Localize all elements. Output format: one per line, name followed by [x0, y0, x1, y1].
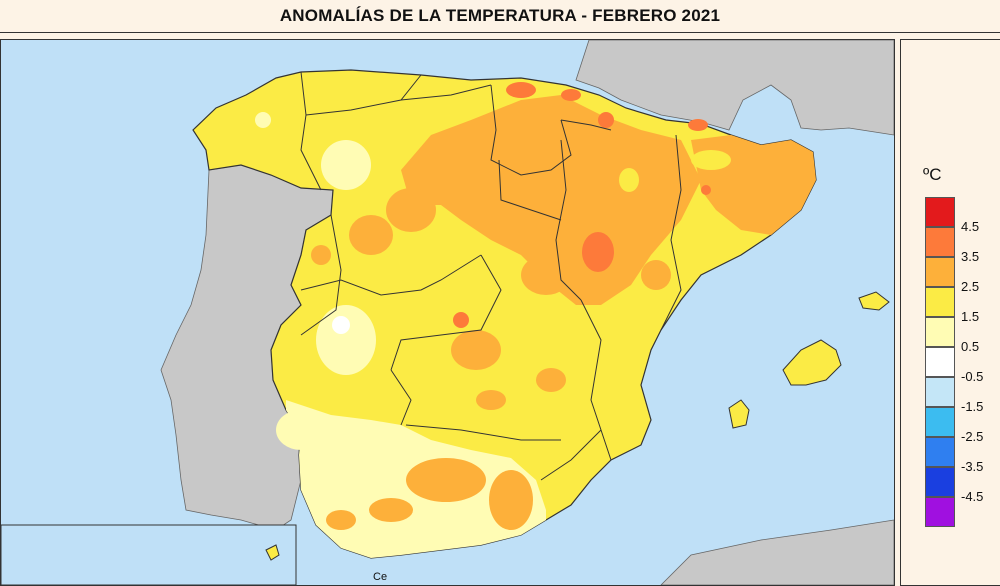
region-borders	[300, 71, 682, 481]
anomaly-patch	[326, 510, 356, 530]
anomaly-patch	[406, 458, 486, 502]
anomaly-patch	[691, 150, 731, 170]
legend-swatch	[925, 497, 955, 527]
anomaly-patch	[582, 232, 614, 272]
inset-box	[1, 524, 297, 585]
legend-swatch	[925, 407, 955, 437]
mallorca-island	[782, 339, 842, 386]
anomaly-patch	[536, 368, 566, 392]
anomaly-patch	[255, 112, 271, 128]
legend-label: 2.5	[961, 279, 980, 294]
anomaly-patch	[506, 82, 536, 98]
legend-swatch	[925, 467, 955, 497]
legend-swatch	[925, 197, 955, 227]
legend-label: -2.5	[961, 429, 984, 444]
map-canvas	[1, 40, 894, 585]
anomaly-patch	[276, 410, 326, 450]
legend-swatch	[925, 437, 955, 467]
anomaly-patch	[349, 215, 393, 255]
anomaly-patch	[619, 168, 639, 192]
anomaly-patch	[561, 89, 581, 101]
france-land	[575, 40, 894, 136]
anomaly-patch	[521, 255, 571, 295]
africa-land	[660, 519, 894, 585]
legend-label: 4.5	[961, 219, 980, 234]
inset-island	[265, 544, 280, 561]
legend-swatch	[925, 347, 955, 377]
anomaly-patch	[476, 390, 506, 410]
anomaly-patch	[451, 330, 501, 370]
legend-label: -1.5	[961, 399, 984, 414]
anomaly-patch	[369, 498, 413, 522]
anomaly-patch	[641, 260, 671, 290]
legend-label: -3.5	[961, 459, 984, 474]
anomaly-patch	[688, 119, 708, 131]
legend-swatch	[925, 227, 955, 257]
anomaly-patch	[701, 185, 711, 195]
anomaly-patch	[321, 140, 371, 190]
map-title: ANOMALÍAS DE LA TEMPERATURA - FEBRERO 20…	[279, 6, 721, 25]
ibiza-island	[728, 399, 750, 429]
menorca-island	[858, 291, 890, 311]
legend-swatch	[925, 377, 955, 407]
anomaly-patch	[386, 188, 436, 232]
anomaly-patch	[598, 112, 614, 128]
legend-label: 0.5	[961, 339, 980, 354]
legend-label: -0.5	[961, 369, 984, 384]
anomaly-patch	[311, 245, 331, 265]
anomaly-patch	[316, 305, 376, 375]
anomaly-patch	[489, 470, 533, 530]
anomaly-patch	[453, 312, 469, 328]
legend-swatch	[925, 287, 955, 317]
map-frame: Ce	[0, 39, 895, 586]
central-orange-zone	[401, 95, 701, 305]
legend-label: 1.5	[961, 309, 980, 324]
ceuta-label: Ce	[373, 571, 388, 583]
title-bar: ANOMALÍAS DE LA TEMPERATURA - FEBRERO 20…	[0, 0, 1000, 33]
legend-swatch	[925, 257, 955, 287]
legend-panel: ºC 4.5 3.5 2.5 1.5 0.5 -0.5 -1.5 -2.5 -3.5 -4.5	[900, 39, 1000, 586]
legend-label: 3.5	[961, 249, 980, 264]
anomaly-patch	[332, 316, 350, 334]
legend-label: -4.5	[961, 489, 984, 504]
legend-swatch	[925, 317, 955, 347]
legend-unit: ºC	[923, 165, 942, 184]
